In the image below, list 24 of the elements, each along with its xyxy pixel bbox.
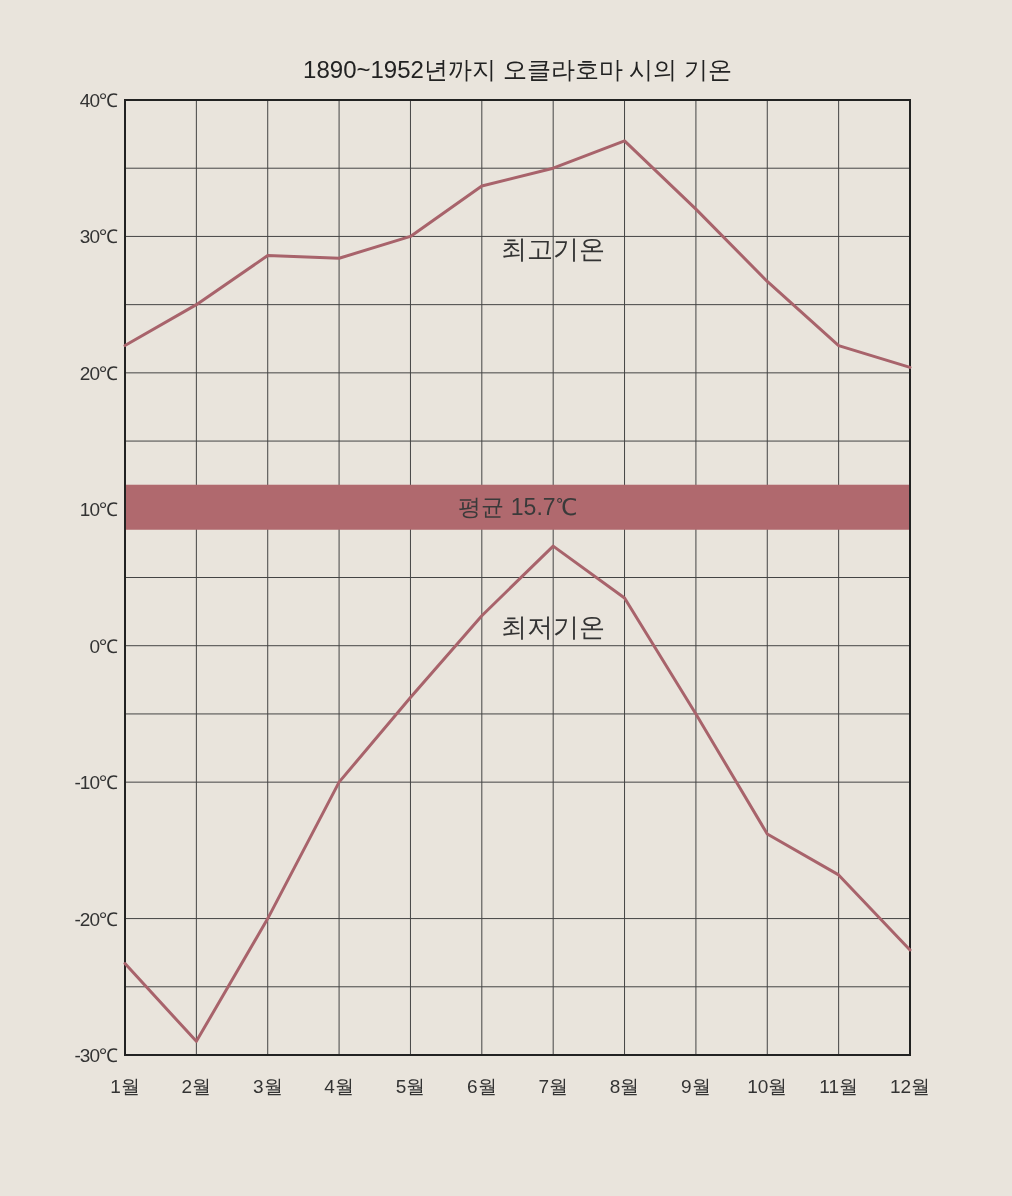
y-tick-label: -20℃ bbox=[74, 908, 118, 930]
y-tick-label: 0℃ bbox=[89, 635, 118, 657]
band-label: 평균 15.7℃ bbox=[458, 494, 577, 521]
y-tick-label: 10℃ bbox=[79, 499, 118, 521]
y-tick-label: 40℃ bbox=[79, 90, 118, 111]
x-tick-label: 2월 bbox=[181, 1076, 212, 1097]
x-tick-label: 12월 bbox=[889, 1076, 931, 1097]
y-tick-label: 30℃ bbox=[79, 226, 118, 248]
x-tick-label: 5월 bbox=[395, 1076, 426, 1097]
x-tick-label: 9월 bbox=[681, 1076, 711, 1097]
x-tick-label: 7월 bbox=[538, 1076, 568, 1097]
line-series bbox=[123, 139, 912, 369]
x-tick-label: 11월 bbox=[819, 1076, 858, 1097]
x-tick-label: 8월 bbox=[609, 1076, 640, 1097]
x-tick-label: 3월 bbox=[252, 1076, 283, 1097]
y-tick-label: -10℃ bbox=[74, 772, 118, 794]
y-tick-label: 20℃ bbox=[79, 362, 118, 384]
chart-title: 1890~1952년까지 오클라호마 시의 기온 bbox=[303, 56, 732, 83]
x-tick-label: 1월 bbox=[110, 1076, 140, 1097]
y-tick-label: -30℃ bbox=[74, 1045, 118, 1066]
x-tick-label: 6월 bbox=[467, 1076, 497, 1097]
x-tick-label: 4월 bbox=[324, 1076, 354, 1097]
line-series bbox=[123, 544, 912, 1043]
x-tick-label: 10월 bbox=[747, 1076, 788, 1097]
